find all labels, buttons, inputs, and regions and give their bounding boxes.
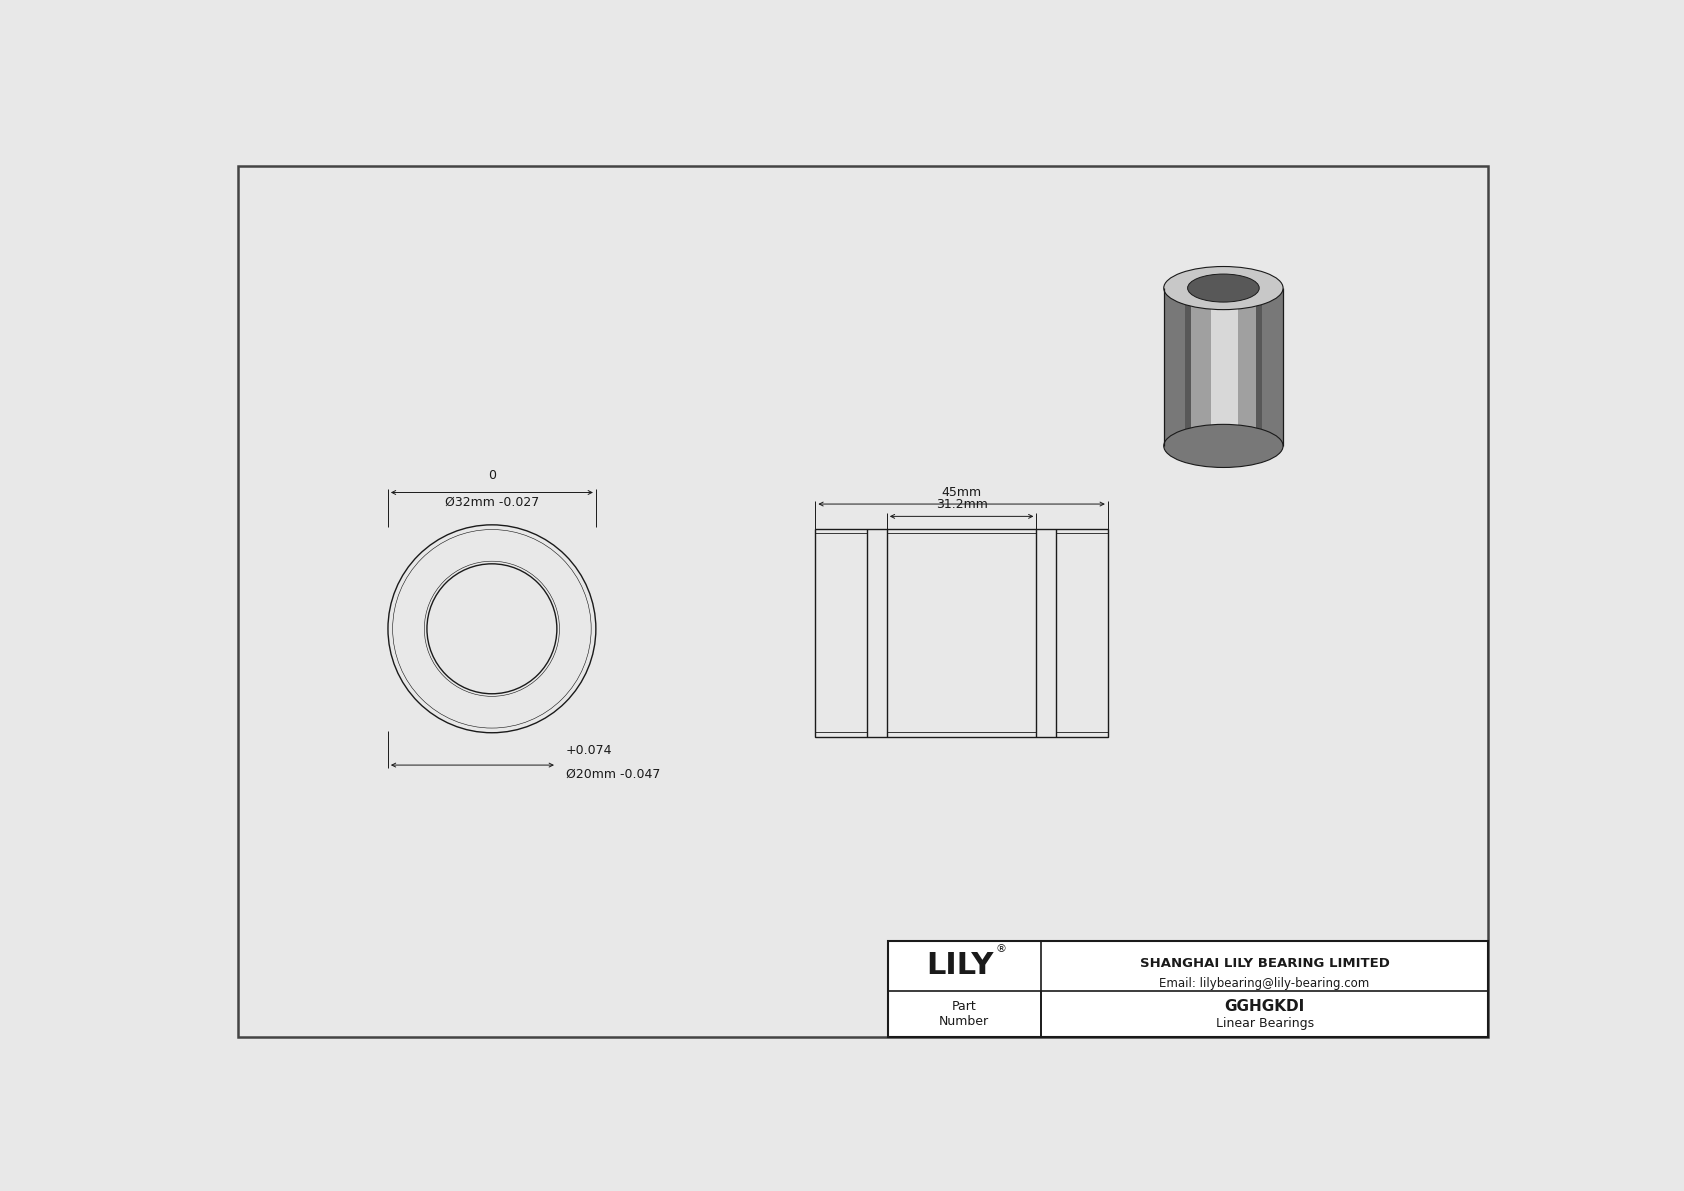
Text: Part
Number: Part Number [940,999,989,1028]
Bar [1211,288,1238,445]
Ellipse shape [1187,274,1260,303]
Text: SHANGHAI LILY BEARING LIMITED: SHANGHAI LILY BEARING LIMITED [1140,958,1389,971]
Bar [887,941,1489,1037]
Bar [1186,288,1211,445]
Text: 45mm: 45mm [941,486,982,499]
Text: LILY: LILY [926,952,994,980]
Text: GGHGKDI: GGHGKDI [1224,999,1305,1015]
Text: Ø20mm -0.047: Ø20mm -0.047 [566,768,660,781]
Text: Ø32mm -0.027: Ø32mm -0.027 [445,495,539,509]
Text: 0: 0 [488,469,495,482]
Bar [1164,288,1186,445]
Bar [815,529,1108,736]
Text: +0.074: +0.074 [566,744,613,757]
Bar [1256,288,1263,445]
Text: Linear Bearings: Linear Bearings [1216,1017,1314,1030]
Bar [1184,288,1191,445]
Ellipse shape [1164,424,1283,468]
Text: Email: lilybearing@lily-bearing.com: Email: lilybearing@lily-bearing.com [1160,978,1369,991]
Bar [1238,288,1261,445]
Text: ®: ® [995,943,1007,954]
Text: 31.2mm: 31.2mm [936,498,987,511]
Bar [1261,288,1283,445]
Ellipse shape [1164,267,1283,310]
